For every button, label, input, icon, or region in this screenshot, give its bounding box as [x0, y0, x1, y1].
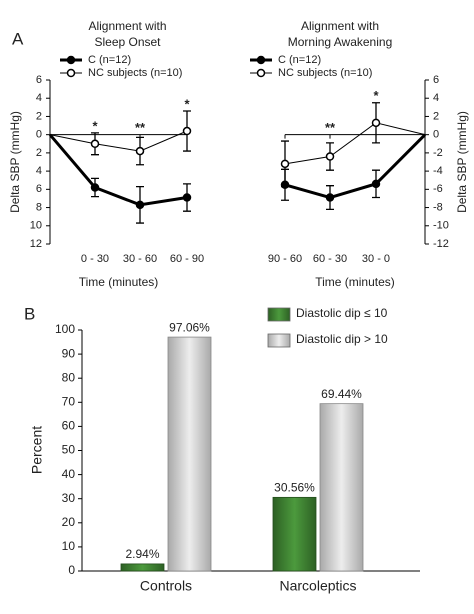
marker — [371, 179, 381, 189]
chart-title: Alignment with — [301, 19, 379, 33]
y-tick-label: 0 — [68, 563, 75, 577]
series-line — [49, 130, 188, 152]
y-tick-label: -8 — [433, 201, 443, 213]
y-tick-label: 90 — [62, 346, 76, 360]
y-tick-label: -4 — [433, 165, 443, 177]
marker — [371, 118, 381, 128]
bar — [272, 496, 317, 572]
significance: * — [184, 96, 190, 111]
y-tick-label: 6 — [36, 183, 42, 195]
x-tick-label: 30 - 0 — [362, 253, 390, 265]
significance: ** — [135, 120, 146, 135]
y-tick-label: 2 — [36, 147, 42, 159]
y-tick-label: -2 — [433, 147, 443, 159]
y-tick-label: 4 — [36, 92, 42, 104]
panel-label: B — [24, 304, 35, 323]
chart-title: Morning Awakening — [288, 35, 393, 49]
marker — [135, 146, 145, 156]
y-tick-label: 40 — [62, 467, 76, 481]
y-tick-label: 0 — [433, 129, 439, 141]
legend-marker — [66, 68, 76, 78]
y-axis-label: Delta SBP (mmHg) — [8, 111, 22, 213]
y-tick-label: 4 — [36, 165, 42, 177]
legend-marker — [256, 55, 266, 65]
marker — [280, 159, 290, 169]
y-tick-label: 10 — [30, 220, 42, 232]
x-tick-label: 0 - 30 — [81, 253, 109, 265]
value-label: 69.44% — [321, 387, 362, 401]
marker — [182, 193, 192, 202]
chart-title: Sleep Onset — [94, 35, 161, 49]
y-tick-label: 6 — [433, 74, 439, 86]
chart-title: Alignment with — [88, 19, 166, 33]
value-label: 30.56% — [274, 481, 315, 495]
y-tick-label: 20 — [62, 515, 76, 529]
y-tick-label: 70 — [62, 394, 76, 408]
y-tick-label: 0 — [36, 129, 42, 141]
bar — [120, 563, 165, 572]
legend-label: NC subjects (n=10) — [278, 67, 372, 79]
y-tick-label: 80 — [62, 370, 76, 384]
marker — [90, 139, 100, 149]
bar — [319, 403, 364, 572]
y-tick-label: 10 — [62, 539, 76, 553]
significance: * — [373, 88, 379, 103]
y-tick-label: 50 — [62, 443, 76, 457]
marker — [325, 193, 335, 202]
series-line — [48, 133, 188, 207]
legend-swatch — [267, 333, 291, 348]
significance: * — [92, 118, 98, 133]
series-line — [284, 133, 427, 200]
y-tick-label: 2 — [36, 110, 42, 122]
significance: ** — [325, 120, 336, 135]
y-tick-label: 12 — [30, 238, 42, 250]
legend-label: Diastolic dip > 10 — [296, 332, 388, 346]
y-tick-label: 2 — [433, 110, 439, 122]
y-tick-label: 6 — [36, 74, 42, 86]
y-tick-label: -6 — [433, 183, 443, 195]
y-axis-label: Percent — [29, 426, 45, 474]
y-tick-label: -10 — [433, 220, 449, 232]
legend-marker — [256, 68, 266, 78]
x-tick-label: 30 - 60 — [123, 253, 157, 265]
marker — [135, 200, 145, 210]
series-line — [284, 122, 426, 165]
y-tick-label: 60 — [62, 419, 76, 433]
marker — [90, 183, 100, 192]
marker — [182, 126, 192, 136]
x-axis-label: Time (minutes) — [79, 275, 159, 289]
legend-swatch — [267, 307, 291, 322]
y-axis-label: Delta SBP (mmHg) — [455, 111, 469, 213]
legend-label: C (n=12) — [88, 54, 131, 66]
value-label: 2.94% — [125, 547, 159, 561]
marker — [325, 152, 335, 161]
x-tick-label: 60 - 30 — [313, 253, 347, 265]
y-tick-label: 30 — [62, 491, 76, 505]
x-tick-label: 60 - 90 — [170, 253, 204, 265]
value-label: 97.06% — [169, 320, 210, 334]
x-tick-label: 90 - 60 — [268, 253, 302, 265]
bar — [167, 336, 212, 572]
x-axis-label: Time (minutes) — [315, 275, 395, 289]
legend-label: NC subjects (n=10) — [88, 67, 182, 79]
x-tick-label: Narcoleptics — [279, 578, 356, 594]
legend-marker — [66, 55, 76, 65]
legend-label: C (n=12) — [278, 54, 321, 66]
panel-label: A — [12, 29, 24, 48]
x-tick-label: Controls — [140, 578, 192, 594]
y-tick-label: 8 — [36, 201, 42, 213]
y-tick-label: -12 — [433, 238, 449, 250]
y-tick-label: 100 — [55, 322, 75, 336]
legend-label: Diastolic dip ≤ 10 — [296, 306, 388, 320]
y-tick-label: 4 — [433, 92, 439, 104]
